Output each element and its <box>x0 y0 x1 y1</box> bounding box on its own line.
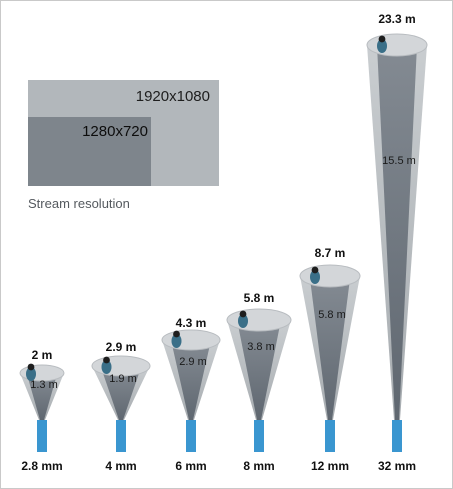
cone-inner-body <box>377 49 417 421</box>
person-body-icon <box>310 270 320 284</box>
camera-cone-3: 4.3 m 2.9 m 6 mm <box>161 316 221 473</box>
person-body-icon <box>26 367 36 381</box>
camera-cone-6: 23.3 m 15.5 m 32 mm <box>366 12 428 473</box>
width-1280-label: 3.8 m <box>247 341 275 353</box>
cone-top-ellipse <box>366 33 428 57</box>
width-1280-label: 1.3 m <box>30 379 58 391</box>
focal-length-label: 4 mm <box>105 459 136 473</box>
cone-top-ellipse <box>299 264 361 288</box>
person-body-icon <box>101 360 112 374</box>
camera-cone-2: 2.9 m 1.9 m 4 mm <box>91 340 151 473</box>
person-head-icon <box>27 363 35 371</box>
cone-inner-body <box>101 370 141 420</box>
camera-mount <box>254 420 264 452</box>
cone-inner-body <box>310 280 350 420</box>
camera-mount <box>325 420 335 452</box>
camera-mount <box>116 420 126 452</box>
width-1280-label: 2.9 m <box>179 356 207 368</box>
width-1920-label: 2 m <box>32 348 53 362</box>
width-1280-label: 5.8 m <box>318 309 346 321</box>
focal-length-label: 32 mm <box>378 459 416 473</box>
camera-cone-1: 2 m 1.3 m 2.8 mm <box>19 348 65 473</box>
person-body-icon <box>238 314 248 328</box>
width-1920-label: 2.9 m <box>106 340 137 354</box>
width-1280-label: 15.5 m <box>382 155 416 167</box>
width-1920-label: 8.7 m <box>315 246 346 260</box>
person-head-icon <box>311 266 319 274</box>
cone-inner-body <box>27 376 57 420</box>
person-head-icon <box>239 310 247 318</box>
cone-top-ellipse <box>161 329 221 351</box>
person-head-icon <box>173 330 180 338</box>
width-1920-label: 4.3 m <box>176 316 207 330</box>
focal-length-label: 8 mm <box>243 459 274 473</box>
person-head-icon <box>103 356 110 364</box>
legend-1920-label: 1920x1080 <box>135 88 210 105</box>
focal-length-label: 2.8 mm <box>21 459 62 473</box>
cone-top-ellipse <box>226 308 292 332</box>
legend-1280-box <box>28 117 151 186</box>
focal-length-label: 6 mm <box>175 459 206 473</box>
width-1920-label: 23.3 m <box>378 12 415 26</box>
person-body-icon <box>171 334 182 348</box>
cone-inner-body <box>171 344 211 420</box>
person-head-icon <box>378 35 386 43</box>
camera-cone-5: 8.7 m 5.8 m 12 mm <box>299 246 361 473</box>
person-body-icon <box>377 39 387 53</box>
cone-inner-body <box>237 324 281 420</box>
camera-mount <box>392 420 402 452</box>
focal-length-label: 12 mm <box>311 459 349 473</box>
width-1280-label: 1.9 m <box>109 373 137 385</box>
camera-mount <box>186 420 196 452</box>
legend-caption: Stream resolution <box>28 196 130 211</box>
legend-1280-label: 1280x720 <box>82 123 148 140</box>
camera-cone-4: 5.8 m 3.8 m 8 mm <box>226 291 292 473</box>
width-1920-label: 5.8 m <box>244 291 275 305</box>
camera-mount <box>37 420 47 452</box>
